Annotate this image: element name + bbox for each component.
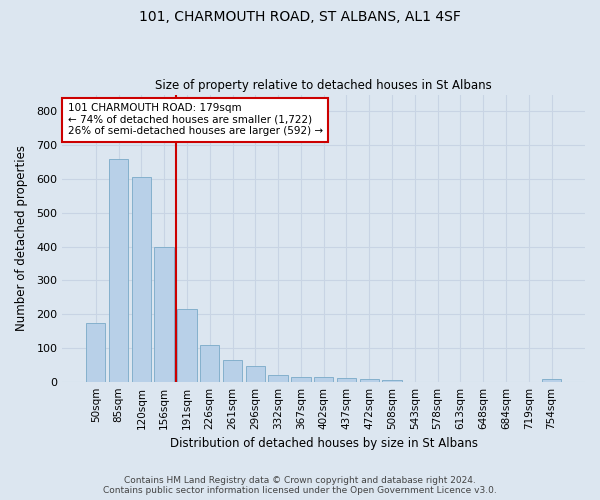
Text: 101, CHARMOUTH ROAD, ST ALBANS, AL1 4SF: 101, CHARMOUTH ROAD, ST ALBANS, AL1 4SF bbox=[139, 10, 461, 24]
Title: Size of property relative to detached houses in St Albans: Size of property relative to detached ho… bbox=[155, 79, 492, 92]
Bar bbox=[314, 376, 334, 382]
Y-axis label: Number of detached properties: Number of detached properties bbox=[15, 145, 28, 331]
Bar bbox=[200, 345, 220, 382]
Text: Contains HM Land Registry data © Crown copyright and database right 2024.
Contai: Contains HM Land Registry data © Crown c… bbox=[103, 476, 497, 495]
Bar bbox=[542, 380, 561, 382]
Bar bbox=[177, 309, 197, 382]
Bar bbox=[291, 376, 311, 382]
Bar bbox=[337, 378, 356, 382]
Bar bbox=[86, 322, 106, 382]
X-axis label: Distribution of detached houses by size in St Albans: Distribution of detached houses by size … bbox=[170, 437, 478, 450]
Bar bbox=[268, 375, 288, 382]
Text: 101 CHARMOUTH ROAD: 179sqm
← 74% of detached houses are smaller (1,722)
26% of s: 101 CHARMOUTH ROAD: 179sqm ← 74% of deta… bbox=[68, 103, 323, 136]
Bar bbox=[223, 360, 242, 382]
Bar bbox=[245, 366, 265, 382]
Bar bbox=[359, 380, 379, 382]
Bar bbox=[131, 178, 151, 382]
Bar bbox=[154, 246, 174, 382]
Bar bbox=[109, 158, 128, 382]
Bar bbox=[382, 380, 402, 382]
